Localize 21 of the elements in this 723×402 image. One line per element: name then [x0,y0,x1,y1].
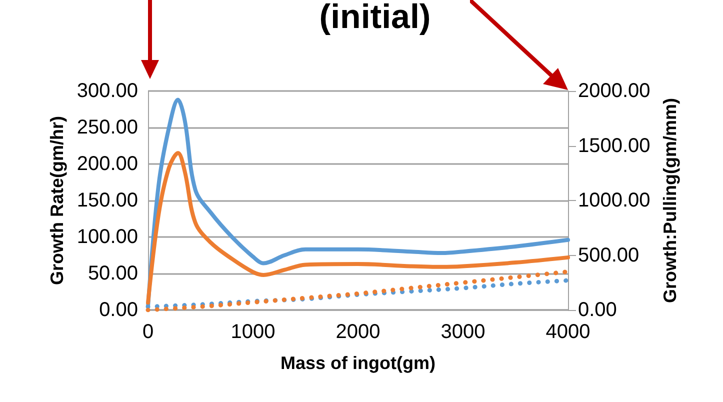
y2-axis-title: Growth:Pulling(gm/mm) [660,98,680,303]
y2-tick-label: 1000.00 [578,190,650,212]
y-tick-label: 150.00 [76,190,138,212]
y2-tick-label: 500.00 [578,244,640,266]
x-tick-label: 3000 [440,321,486,343]
y-tick-label: 300.00 [76,80,138,102]
y-tick-label: 0.00 [99,299,138,321]
x-tick-label: 2000 [336,321,380,343]
x-tick-label: 1000 [230,321,276,343]
x-axis-title: Mass of ingot(gm) [280,353,436,373]
y-tick-label: 250.00 [76,116,138,138]
x-tick-label: 0 [142,321,154,343]
y-axis-title: Growth Rate(gm/hr) [46,116,67,285]
y2-tick-label: 1500.00 [578,134,650,157]
y2-tick-label: 0.00 [578,299,617,321]
x-tick-label: 4000 [546,321,590,343]
y-tick-label: 200.00 [76,153,138,175]
y2-tick-label: 2000.00 [578,80,650,102]
y-tick-label: 50.00 [88,262,138,284]
y-tick-label: 100.00 [76,226,138,248]
chart-title: (initial) [319,0,431,36]
